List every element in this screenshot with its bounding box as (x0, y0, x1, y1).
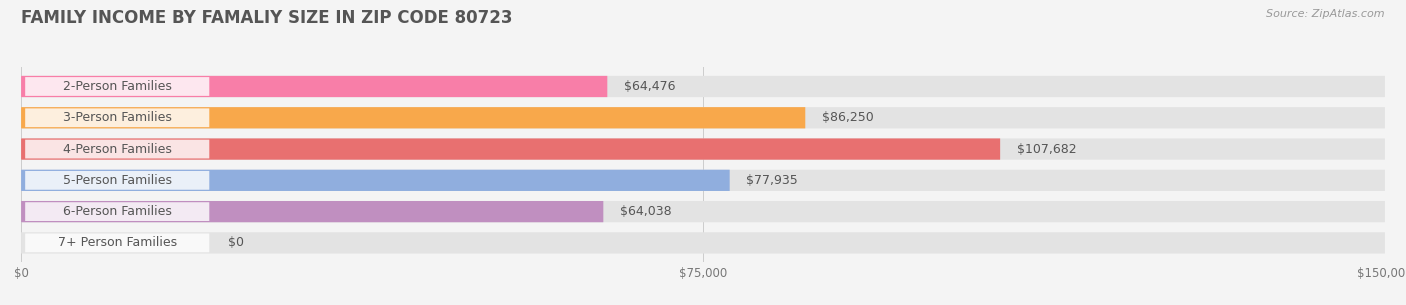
Text: $64,038: $64,038 (620, 205, 671, 218)
Text: $86,250: $86,250 (821, 111, 873, 124)
Text: Source: ZipAtlas.com: Source: ZipAtlas.com (1267, 9, 1385, 19)
Text: $0: $0 (228, 236, 245, 249)
FancyBboxPatch shape (21, 138, 1000, 160)
FancyBboxPatch shape (21, 170, 730, 191)
Text: $77,935: $77,935 (747, 174, 797, 187)
FancyBboxPatch shape (25, 77, 209, 96)
FancyBboxPatch shape (25, 140, 209, 158)
Text: 3-Person Families: 3-Person Families (63, 111, 172, 124)
Text: 2-Person Families: 2-Person Families (63, 80, 172, 93)
FancyBboxPatch shape (25, 171, 209, 190)
Text: 4-Person Families: 4-Person Families (63, 142, 172, 156)
FancyBboxPatch shape (25, 108, 209, 127)
Text: $64,476: $64,476 (624, 80, 675, 93)
FancyBboxPatch shape (21, 201, 1385, 222)
FancyBboxPatch shape (21, 107, 1385, 128)
FancyBboxPatch shape (25, 202, 209, 221)
FancyBboxPatch shape (21, 107, 806, 128)
Text: 7+ Person Families: 7+ Person Families (58, 236, 177, 249)
FancyBboxPatch shape (21, 76, 607, 97)
FancyBboxPatch shape (21, 232, 1385, 253)
Text: 6-Person Families: 6-Person Families (63, 205, 172, 218)
FancyBboxPatch shape (21, 138, 1385, 160)
Text: $107,682: $107,682 (1017, 142, 1076, 156)
Text: 5-Person Families: 5-Person Families (63, 174, 172, 187)
FancyBboxPatch shape (25, 234, 209, 252)
FancyBboxPatch shape (21, 76, 1385, 97)
FancyBboxPatch shape (21, 170, 1385, 191)
Text: FAMILY INCOME BY FAMALIY SIZE IN ZIP CODE 80723: FAMILY INCOME BY FAMALIY SIZE IN ZIP COD… (21, 9, 513, 27)
FancyBboxPatch shape (21, 201, 603, 222)
